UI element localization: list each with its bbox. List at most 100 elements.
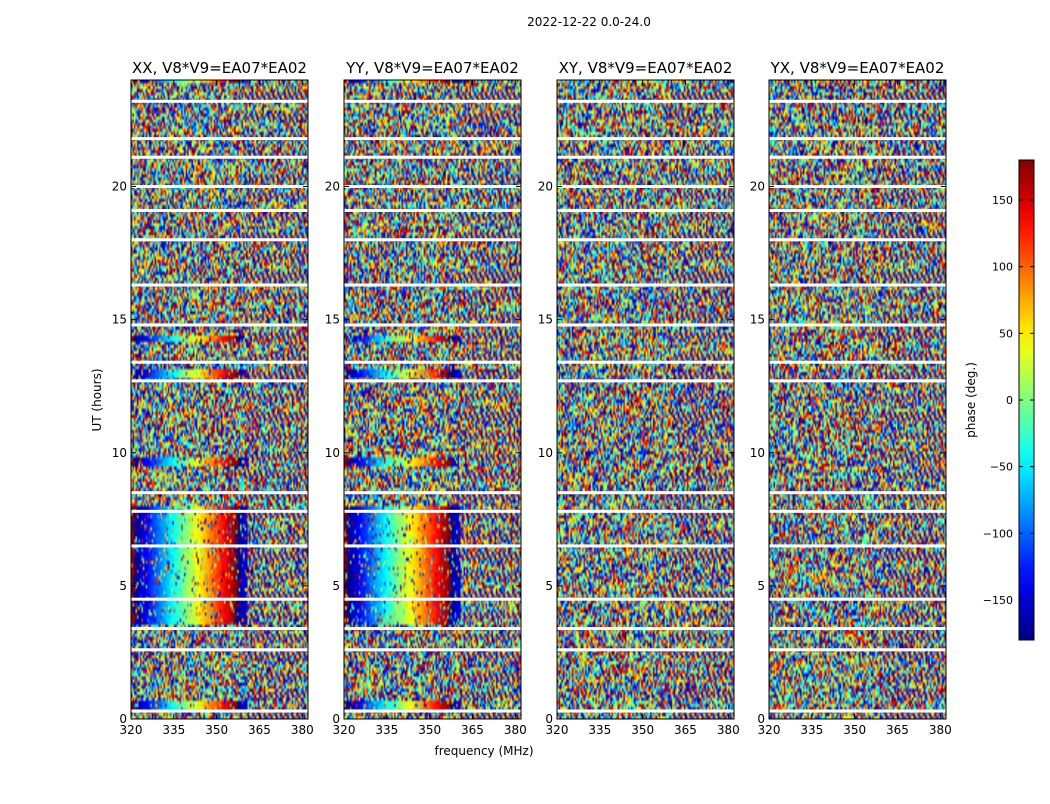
flagged-gap (557, 137, 734, 141)
panel-frame (343, 79, 522, 720)
x-tick-label: 320 (120, 723, 143, 737)
panel-frame (556, 79, 735, 720)
colorbar-tick-label: 100 (992, 261, 1013, 274)
x-tick-label: 365 (461, 723, 484, 737)
flagged-gap (557, 323, 734, 327)
x-tick-label: 320 (546, 723, 569, 737)
flagged-gap (131, 238, 308, 242)
figure-suptitle: 2022-12-22 0.0-24.0 (527, 15, 651, 29)
flagged-gap (131, 491, 308, 495)
flagged-gap (557, 155, 734, 159)
flagged-gap (131, 379, 308, 383)
panel-frame (130, 79, 309, 720)
colorbar-tick-label: −150 (983, 594, 1013, 607)
x-tick-label: 335 (588, 723, 611, 737)
x-tick-label: 365 (886, 723, 909, 737)
x-tick-label: 365 (248, 723, 271, 737)
flagged-gap (344, 509, 521, 513)
flagged-gap (769, 509, 946, 513)
flagged-gap (344, 137, 521, 141)
flagged-gap (557, 379, 734, 383)
panel-heatmap (769, 80, 946, 719)
flagged-gap (769, 238, 946, 242)
flagged-gap (131, 626, 308, 630)
colorbar-tick-label: 50 (999, 327, 1013, 340)
flagged-gap (769, 597, 946, 601)
flagged-gap (131, 208, 308, 212)
flagged-gap (769, 323, 946, 327)
y-tick-label: 20 (538, 180, 553, 194)
x-tick-label: 380 (291, 723, 314, 737)
panel-title: YX, V8*V9=EA07*EA02 (770, 59, 945, 77)
flagged-gap (344, 597, 521, 601)
y-tick-label: 0 (545, 712, 553, 726)
flagged-gap (769, 283, 946, 287)
x-tick-label: 380 (504, 723, 527, 737)
flagged-gap (344, 379, 521, 383)
panel-xy: XY, V8*V9=EA07*EA02 320 335 350 365 380 0 5 10 15… (538, 59, 740, 737)
flagged-gap (557, 238, 734, 242)
x-tick-label: 350 (843, 723, 866, 737)
flagged-gap (769, 709, 946, 713)
y-tick-label: 5 (332, 579, 340, 593)
flagged-gap (131, 185, 308, 188)
flagged-gap (557, 544, 734, 548)
flagged-gap (557, 283, 734, 287)
flagged-gap (557, 648, 734, 652)
flagged-gap (769, 626, 946, 630)
flagged-gap (557, 208, 734, 212)
flagged-gap (557, 491, 734, 495)
flagged-gap (344, 544, 521, 548)
flagged-gap (131, 709, 308, 713)
y-tick-label: 5 (757, 579, 765, 593)
flagged-gap (557, 626, 734, 630)
flagged-gap (131, 360, 308, 364)
flagged-gap (344, 238, 521, 242)
flagged-gap (344, 626, 521, 630)
colorbar-tick-label: 0 (1006, 394, 1013, 407)
x-tick-label: 380 (717, 723, 740, 737)
y-tick-label: 10 (538, 446, 553, 460)
flagged-gap (557, 99, 734, 103)
flagged-gap (769, 360, 946, 364)
colorbar-tick-label: −50 (990, 461, 1013, 474)
x-tick-label: 320 (333, 723, 356, 737)
y-tick-label: 0 (332, 712, 340, 726)
y-tick-label: 5 (119, 579, 127, 593)
y-tick-label: 20 (750, 180, 765, 194)
flagged-gap (769, 544, 946, 548)
panel-title: YY, V8*V9=EA07*EA02 (345, 59, 519, 77)
flagged-gap (131, 509, 308, 513)
y-tick-label: 15 (538, 313, 553, 327)
x-tick-label: 335 (375, 723, 398, 737)
colorbar-label: phase (deg.) (964, 362, 978, 438)
flagged-gap (131, 597, 308, 601)
panel-yy: YY, V8*V9=EA07*EA02 320 335 350 365 380 0 5 10 15… (325, 59, 527, 737)
flagged-gap (131, 283, 308, 287)
y-tick-label: 10 (750, 446, 765, 460)
flagged-gap (769, 99, 946, 103)
flagged-gap (557, 709, 734, 713)
flagged-gap (131, 155, 308, 159)
flagged-gap (769, 208, 946, 212)
flagged-gap (344, 709, 521, 713)
flagged-gap (557, 185, 734, 188)
y-tick-label: 10 (325, 446, 340, 460)
flagged-gap (769, 491, 946, 495)
flagged-gap (344, 185, 521, 188)
flagged-gap (344, 491, 521, 495)
y-tick-label: 0 (757, 712, 765, 726)
panel-frame (768, 79, 947, 720)
x-tick-label: 380 (929, 723, 952, 737)
flagged-gap (131, 544, 308, 548)
colorbar-tick-label: 150 (992, 194, 1013, 207)
flagged-gap (344, 99, 521, 103)
y-tick-label: 20 (112, 180, 127, 194)
x-tick-label: 350 (205, 723, 228, 737)
flagged-gap (769, 648, 946, 652)
flagged-gap (344, 155, 521, 159)
panel-heatmap (131, 80, 308, 719)
flagged-gap (344, 360, 521, 364)
